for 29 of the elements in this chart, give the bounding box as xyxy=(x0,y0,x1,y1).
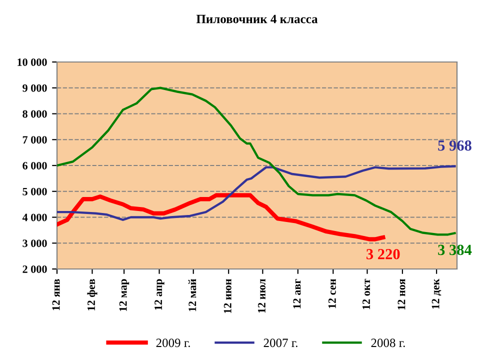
legend-label: 2009 г. xyxy=(156,338,190,348)
y-tick-label: 4 000 xyxy=(22,214,47,222)
x-tick-label: 12 мар xyxy=(119,279,130,311)
y-tick-label: 9 000 xyxy=(22,84,47,92)
x-tick-label: 12 июн xyxy=(224,279,232,314)
x-tick-label: 12 дек xyxy=(432,278,442,309)
line-series xyxy=(57,193,386,242)
annotation: 3 384 xyxy=(438,244,472,256)
y-tick-label: 6 000 xyxy=(22,162,47,170)
legend-label: 2008 г. xyxy=(371,338,405,348)
y-tick-label: 8 000 xyxy=(22,110,47,118)
x-tick-label: 12 ноя xyxy=(398,279,406,310)
y-tick-label: 7 000 xyxy=(22,136,47,144)
annotation: 3 220 xyxy=(366,249,400,260)
x-tick-label: 12 май xyxy=(188,279,196,312)
y-tick-label: 3 000 xyxy=(22,240,47,248)
y-tick-label: 2 000 xyxy=(22,265,47,273)
x-tick-label: 12 сен xyxy=(328,279,336,308)
x-tick-label: 12 фев xyxy=(87,279,98,310)
line-series xyxy=(57,165,456,221)
legend-label: 2007 г. xyxy=(264,338,298,348)
y-tick-label: 10 000 xyxy=(18,58,47,66)
y-tick-label: 5 000 xyxy=(22,188,47,196)
x-tick-label: 12 авг xyxy=(293,279,301,308)
x-tick-label: 12 июл xyxy=(258,279,266,313)
chart-title: Пиловочник 4 класса xyxy=(196,14,318,24)
x-tick-label: 12 янв xyxy=(52,279,60,310)
x-tick-label: 12 апр xyxy=(154,279,164,310)
x-tick-label: 12 окт xyxy=(362,278,370,310)
